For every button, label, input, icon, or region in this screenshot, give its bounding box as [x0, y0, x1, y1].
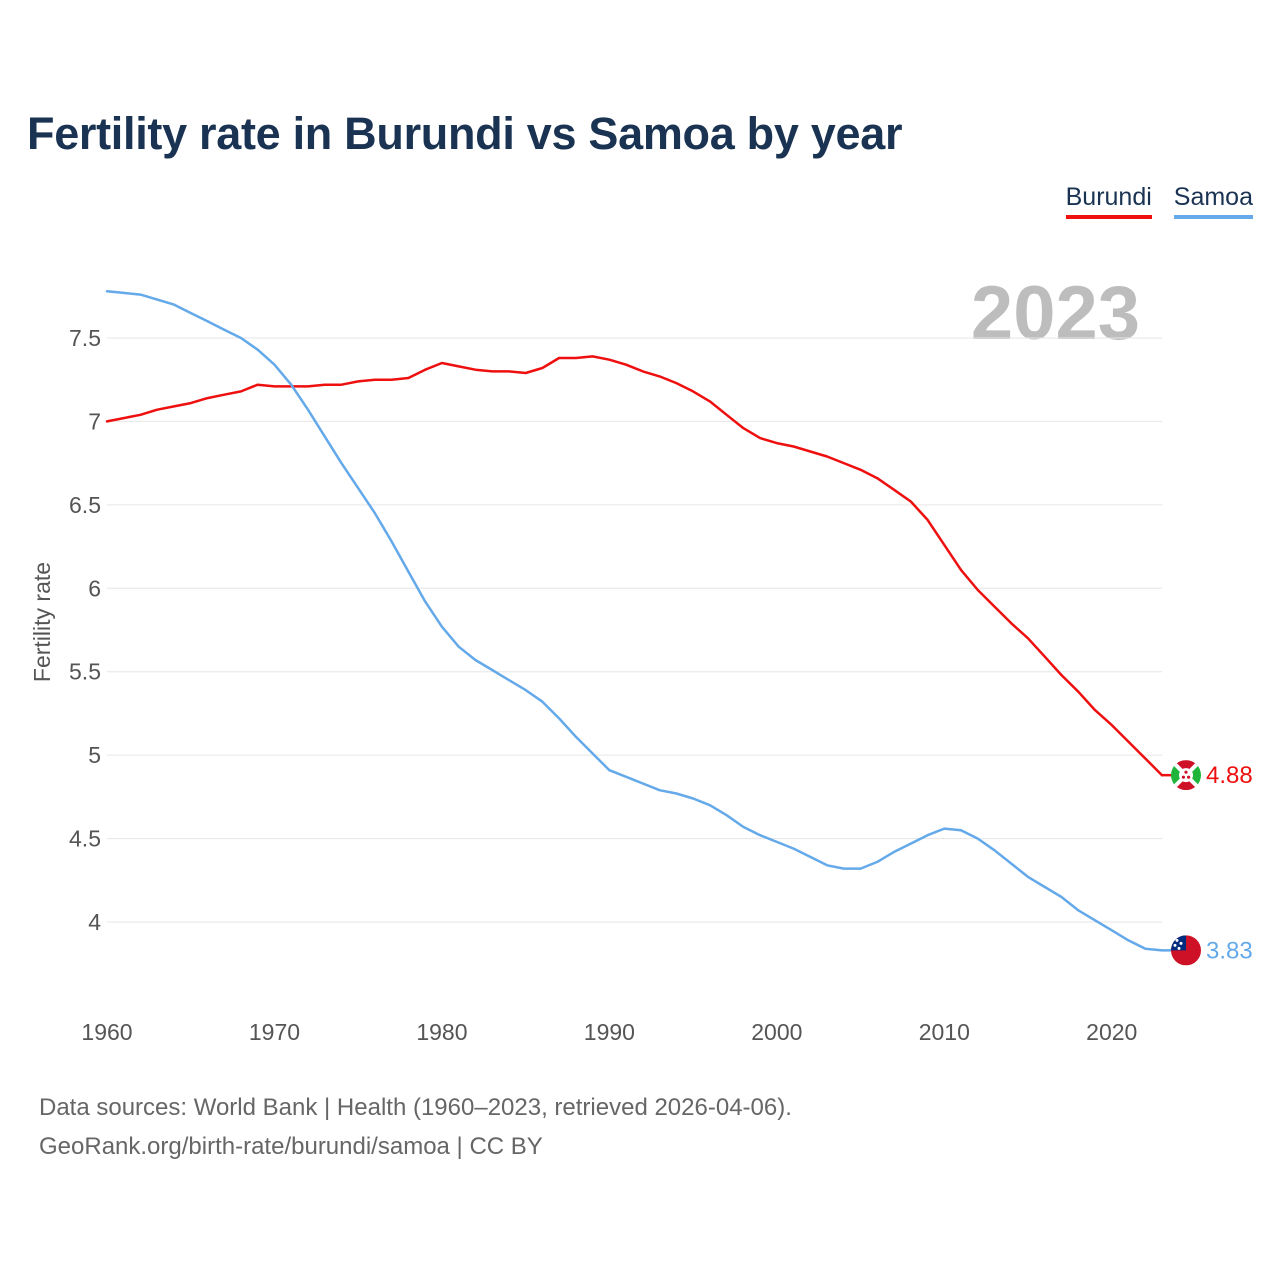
- y-axis-title: Fertility rate: [29, 562, 55, 682]
- y-tick-label: 4: [88, 909, 101, 935]
- end-label-burundi: 4.88: [1206, 762, 1253, 789]
- source-line-2[interactable]: GeoRank.org/birth-rate/burundi/samoa | C…: [39, 1133, 543, 1160]
- x-tick-label: 1960: [81, 1019, 132, 1045]
- burundi-flag-icon: [1171, 760, 1201, 791]
- samoa-flag-icon: [1171, 935, 1201, 966]
- source-line-1: Data sources: World Bank | Health (1960–…: [39, 1094, 792, 1121]
- x-tick-label: 1980: [416, 1019, 467, 1045]
- x-tick-label: 2000: [751, 1019, 802, 1045]
- series-line-burundi: [105, 355, 1164, 777]
- y-tick-label: 6.5: [69, 492, 101, 518]
- y-tick-label: 7.5: [69, 325, 101, 351]
- y-tick-label: 5.5: [69, 659, 101, 685]
- end-label-samoa: 3.83: [1206, 937, 1253, 964]
- x-tick-label: 2010: [919, 1019, 970, 1045]
- y-tick-label: 7: [88, 408, 101, 434]
- x-tick-label: 1970: [249, 1019, 300, 1045]
- x-tick-label: 1990: [584, 1019, 635, 1045]
- source-note: Data sources: World Bank | Health (1960–…: [39, 1088, 792, 1166]
- legend-item-burundi[interactable]: Burundi: [1065, 183, 1152, 219]
- y-tick-label: 6: [88, 575, 101, 601]
- x-tick-label: 2020: [1086, 1019, 1137, 1045]
- year-watermark: 2023: [970, 271, 1140, 356]
- legend: Burundi Samoa: [1065, 183, 1253, 219]
- series-line-samoa: [105, 290, 1164, 952]
- y-tick-label: 4.5: [69, 826, 101, 852]
- chart-title: Fertility rate in Burundi vs Samoa by ye…: [27, 108, 903, 159]
- y-tick-label: 5: [88, 742, 101, 768]
- legend-item-samoa[interactable]: Samoa: [1173, 183, 1253, 219]
